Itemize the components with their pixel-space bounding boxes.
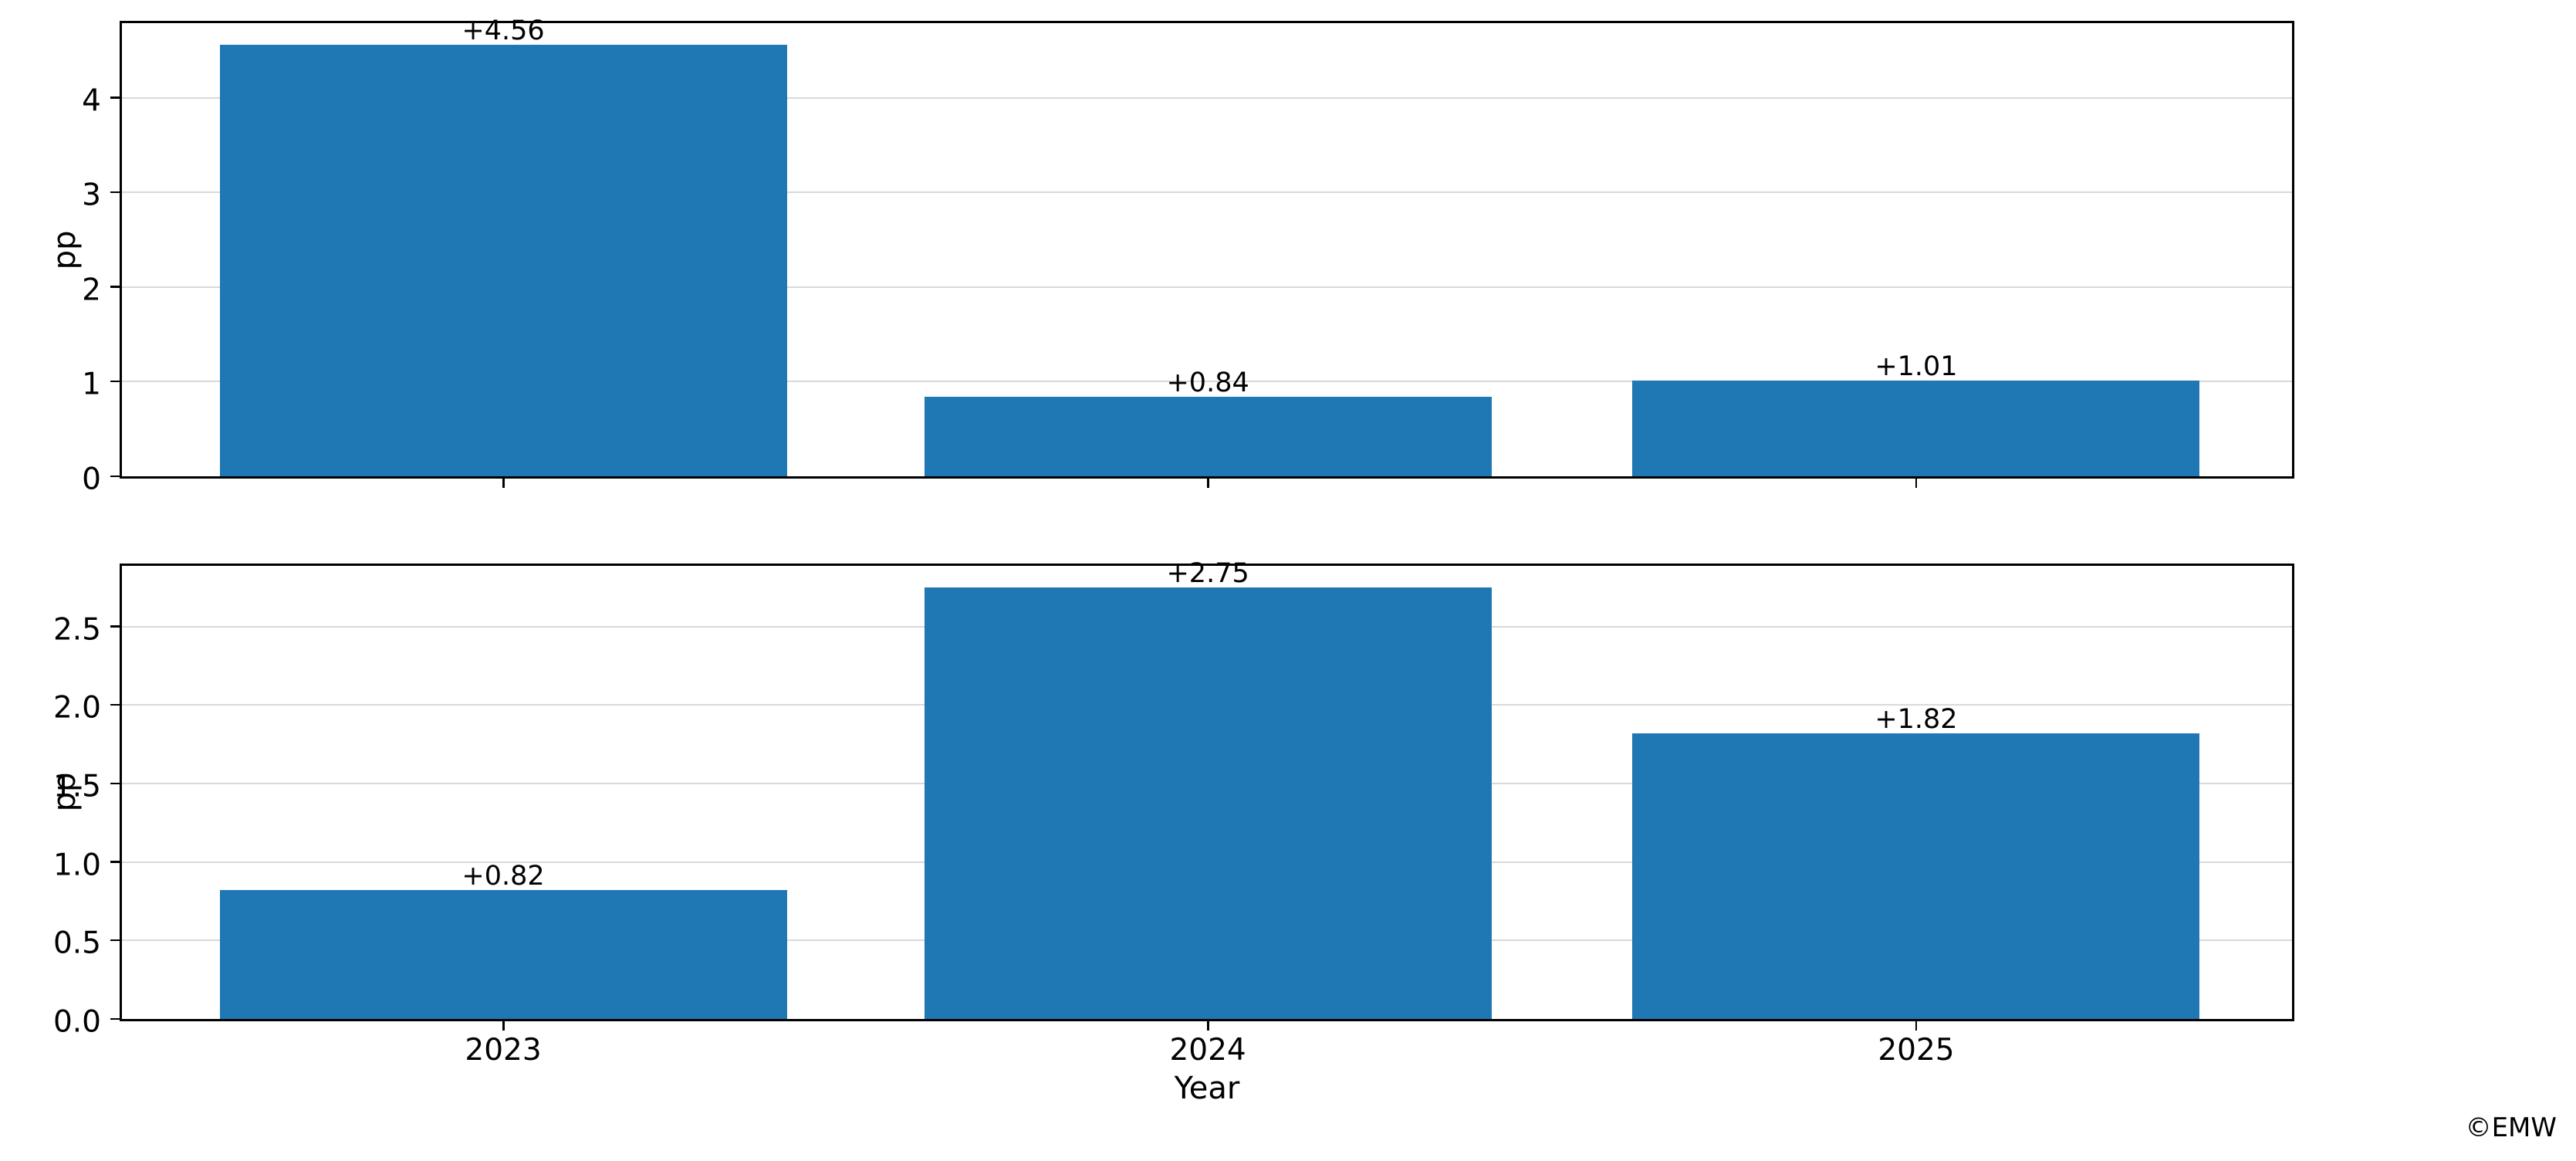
y-tick-label: 4	[82, 83, 101, 119]
y-tick-label: 0	[82, 462, 101, 497]
bar	[219, 890, 787, 1019]
bar	[1632, 733, 2200, 1019]
x-tick-label: 2024	[1169, 1033, 1246, 1068]
bar-value-label: +0.84	[1166, 367, 1249, 399]
y-tick-mark	[110, 191, 120, 194]
bar	[219, 44, 787, 476]
y-axis-label-bottom: pp	[47, 772, 83, 812]
y-tick-mark	[110, 96, 120, 99]
y-tick-mark	[110, 475, 120, 477]
y-tick-mark	[110, 939, 120, 942]
y-tick-mark	[110, 380, 120, 383]
y-tick-label: 0.5	[52, 926, 101, 961]
bar-value-label: +2.75	[1166, 557, 1249, 589]
gridline	[122, 286, 2292, 288]
y-tick-label: 2.5	[52, 612, 101, 648]
bar-value-label: +1.01	[1875, 351, 1958, 383]
gridline	[122, 381, 2292, 383]
y-tick-label: 2.0	[52, 690, 101, 726]
bar	[1632, 381, 2200, 476]
watermark: ©EMW	[2465, 1112, 2557, 1143]
y-tick-mark	[110, 286, 120, 288]
x-tick-mark	[1915, 1021, 1918, 1031]
x-tick-label: 2023	[465, 1033, 542, 1068]
y-tick-mark	[110, 861, 120, 863]
y-tick-label: 1.0	[52, 848, 101, 883]
x-axis-label: Year	[1174, 1071, 1240, 1106]
y-tick-label: 2	[82, 272, 101, 308]
gridline	[122, 96, 2292, 99]
bar-value-label: +1.82	[1875, 704, 1958, 736]
axes-top: 0 1 2 3 4 +4.56 +0.84 +1.01	[82, 15, 2294, 495]
y-tick-label: 1.5	[52, 769, 101, 804]
y-tick-label: 0.0	[52, 1004, 101, 1040]
x-tick-mark	[1207, 479, 1209, 488]
axes-bottom: 0.0 0.5 1.0 1.5 2.0 2.5 +0.82 2023 +2.75 2024 +1.8…	[53, 560, 2294, 1065]
gridline	[122, 191, 2292, 194]
x-tick-label: 2025	[1878, 1033, 1955, 1068]
x-tick-mark	[502, 479, 505, 488]
x-tick-mark	[1207, 1021, 1209, 1031]
y-tick-mark	[110, 782, 120, 785]
y-tick-mark	[110, 625, 120, 628]
x-tick-mark	[502, 1021, 505, 1031]
y-tick-label: 3	[82, 178, 101, 213]
y-axis-label-top: pp	[47, 230, 83, 270]
bar-value-label: +4.56	[461, 15, 545, 46]
x-tick-mark	[1915, 479, 1918, 488]
bar-value-label: +0.82	[461, 861, 545, 892]
y-tick-mark	[110, 1017, 120, 1020]
y-tick-label: 1	[82, 367, 101, 402]
y-tick-mark	[110, 703, 120, 706]
bar	[924, 587, 1492, 1019]
bar	[924, 397, 1492, 476]
